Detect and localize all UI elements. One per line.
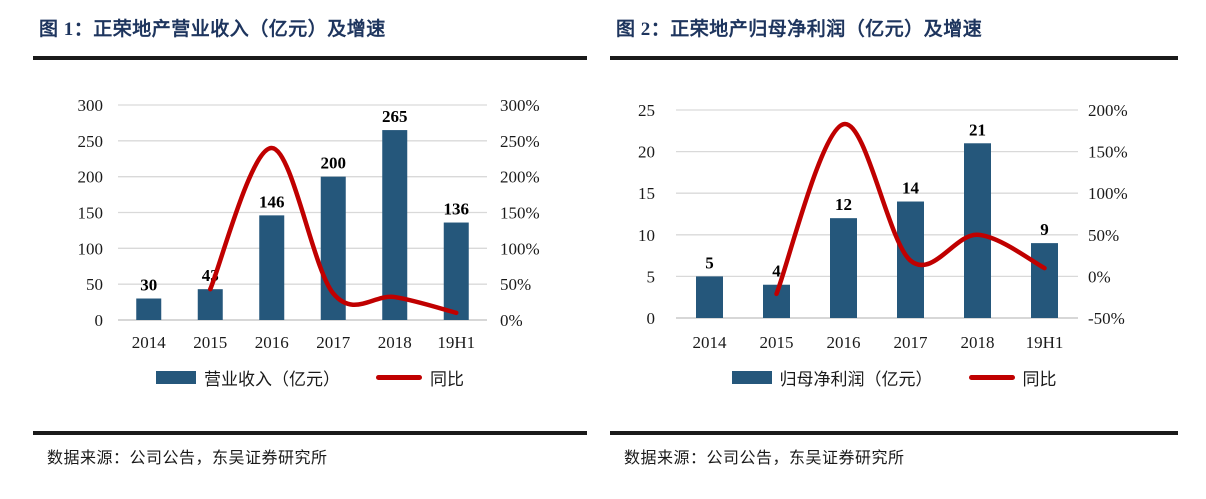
- bar-series-swatch: [731, 370, 772, 384]
- bar-series-label: 归母净利润（亿元）: [779, 369, 933, 389]
- figure-1-panel: 图 1：正荣地产营业收入（亿元）及增速 0 50 100 150 200 250 300 0%…: [33, 18, 587, 468]
- line-series-swatch: [376, 374, 422, 380]
- right-axis-tick-label: 50%: [1088, 226, 1119, 245]
- bar-value-label: 146: [259, 192, 285, 211]
- bar-value-label: 4: [772, 262, 781, 281]
- gridlines: [118, 104, 487, 321]
- right-axis-tick-label: 100%: [500, 239, 540, 258]
- x-axis-category-label: 2014: [693, 333, 728, 352]
- bar-value-label: 14: [902, 179, 920, 198]
- x-axis-labels: 2014 2015 2016 2017 2018 19H1: [693, 333, 1064, 352]
- line-series-label: 同比: [1022, 369, 1057, 389]
- bar-value-label: 30: [140, 276, 157, 295]
- line-series-swatch: [968, 374, 1015, 380]
- bar: [382, 130, 408, 320]
- left-axis-tick-label: 10: [638, 226, 655, 245]
- bar: [443, 222, 469, 320]
- bar: [136, 298, 162, 320]
- bar-value-label: 200: [321, 154, 347, 173]
- bar: [197, 289, 223, 320]
- right-axis-tick-label: 200%: [1088, 101, 1128, 120]
- x-axis-category-label: 2015: [193, 333, 227, 352]
- figure-2-title-rule: [610, 56, 1178, 60]
- left-axis-tick-label: 300: [78, 96, 104, 115]
- x-axis-category-label: 2016: [255, 333, 289, 352]
- bar-value-label: 5: [705, 253, 714, 272]
- right-axis-tick-label: 0%: [500, 311, 523, 330]
- figure-1-legend: 营业收入（亿元） 同比: [33, 364, 587, 390]
- x-axis-category-label: 2014: [132, 333, 167, 352]
- x-axis-category-label: 2015: [760, 333, 794, 352]
- figure-1-title: 图 1：正荣地产营业收入（亿元）及增速: [39, 19, 386, 40]
- bar-value-label: 21: [969, 120, 986, 139]
- bar-value-labels: 5 4 12 14 21 9: [705, 120, 1049, 280]
- left-axis-tick-label: 250: [78, 132, 104, 151]
- growth-line: [774, 121, 1047, 297]
- bar-value-label: 9: [1040, 220, 1049, 239]
- x-axis-category-label: 2017: [316, 333, 351, 352]
- line-series-label: 同比: [430, 369, 464, 389]
- bar-series-label: 营业收入（亿元）: [204, 369, 340, 389]
- bars: [696, 143, 1058, 318]
- bar-value-label: 136: [444, 200, 470, 219]
- left-axis-labels: 0 50 100 150 200 250 300: [78, 96, 104, 330]
- bar: [964, 143, 991, 318]
- right-axis-tick-label: 200%: [500, 168, 540, 187]
- x-axis-labels: 2014 2015 2016 2017 2018 19H1: [132, 333, 475, 352]
- left-axis-tick-label: 200: [78, 168, 104, 187]
- right-axis-labels: 0% 50% 100% 150% 200% 250% 300%: [500, 96, 540, 330]
- bar: [696, 276, 723, 318]
- x-axis-category-label: 2017: [894, 333, 929, 352]
- right-axis-tick-label: 150%: [1088, 143, 1128, 162]
- figure-2-title: 图 2：正荣地产归母净利润（亿元）及增速: [616, 19, 983, 40]
- gridlines: [676, 109, 1078, 319]
- bar-series-swatch: [156, 370, 196, 384]
- right-axis-tick-label: 0%: [1088, 267, 1111, 286]
- left-axis-tick-label: 0: [95, 311, 104, 330]
- x-axis-category-label: 19H1: [437, 333, 475, 352]
- bar: [259, 215, 285, 320]
- right-axis-tick-label: 150%: [500, 204, 540, 223]
- figure-1-title-rule: [33, 56, 587, 60]
- right-axis-tick-label: 100%: [1088, 184, 1128, 203]
- left-axis-tick-label: 25: [638, 101, 655, 120]
- left-axis-labels: 0 5 10 15 20 25: [638, 101, 655, 328]
- revenue-growth-chart: 0 50 100 150 200 250 300 0% 50% 100% 150% 200% 250% 3…: [78, 96, 540, 352]
- x-axis-category-label: 2016: [827, 333, 861, 352]
- bars: [136, 130, 469, 320]
- figure-2-source-note: 数据来源：公司公告，东吴证券研究所: [624, 450, 905, 467]
- x-axis-category-label: 19H1: [1026, 333, 1064, 352]
- left-axis-tick-label: 100: [78, 239, 104, 258]
- left-axis-tick-label: 50: [86, 275, 103, 294]
- left-axis-tick-label: 150: [78, 204, 104, 223]
- left-axis-tick-label: 0: [647, 309, 656, 328]
- bar: [830, 218, 857, 318]
- x-axis-category-label: 2018: [378, 333, 412, 352]
- bar: [1031, 243, 1058, 318]
- figure-2-legend: 归母净利润（亿元） 同比: [610, 364, 1178, 390]
- right-axis-tick-label: 50%: [500, 275, 531, 294]
- right-axis-tick-label: -50%: [1088, 309, 1125, 328]
- right-axis-tick-label: 300%: [500, 96, 540, 115]
- left-axis-tick-label: 15: [638, 184, 655, 203]
- left-axis-tick-label: 5: [647, 267, 656, 286]
- figure-2-panel: 图 2：正荣地产归母净利润（亿元）及增速 0 5 10 15 20 25 -50% 0% 50%…: [610, 18, 1178, 468]
- figure-1-footer-rule: [33, 431, 587, 435]
- right-axis-labels: -50% 0% 50% 100% 150% 200%: [1088, 101, 1128, 328]
- right-axis-tick-label: 250%: [500, 132, 540, 151]
- bar-value-label: 12: [835, 195, 852, 214]
- net-profit-growth-chart: 0 5 10 15 20 25 -50% 0% 50% 100% 150% 200% 5 4 12 14 21 9…: [638, 101, 1128, 352]
- figure-1-source-note: 数据来源：公司公告，东吴证券研究所: [47, 450, 328, 467]
- bar-value-label: 265: [382, 107, 408, 126]
- bar: [320, 176, 346, 320]
- growth-line: [208, 145, 459, 316]
- left-axis-tick-label: 20: [638, 143, 655, 162]
- figure-2-footer-rule: [610, 431, 1178, 435]
- x-axis-category-label: 2018: [961, 333, 995, 352]
